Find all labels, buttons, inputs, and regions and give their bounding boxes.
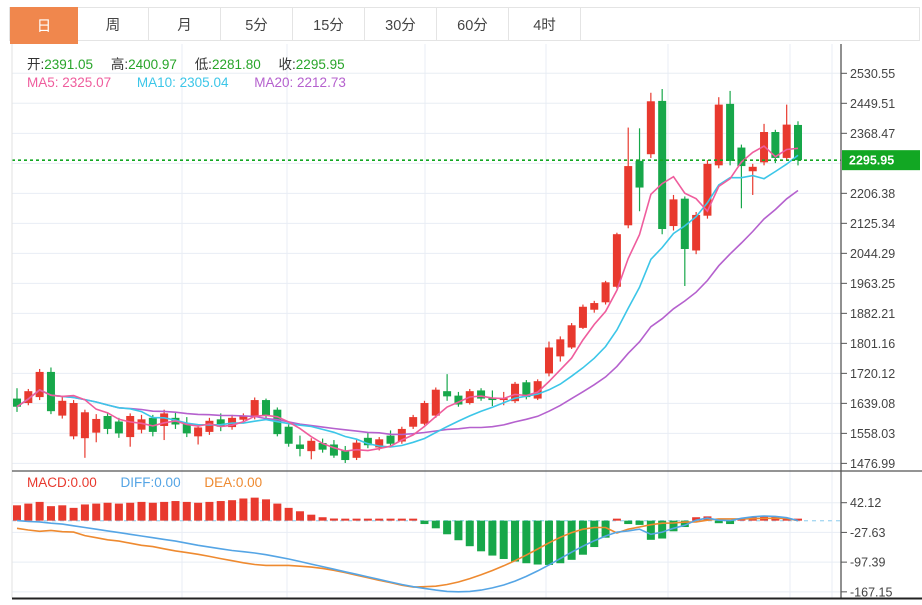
ohlc-high: 高:2400.97 <box>110 57 177 72</box>
svg-text:-97.39: -97.39 <box>850 556 885 570</box>
ohlc-low: 低:2281.80 <box>194 57 261 72</box>
tab-month-label: 月 <box>177 17 192 34</box>
tab-week[interactable]: 周 <box>78 8 149 40</box>
macd-header-row: MACD:0.00 DIFF:0.00 DEA:0.00 <box>27 475 282 490</box>
tab-15min[interactable]: 15分 <box>293 8 365 40</box>
tab-15min-label: 15分 <box>313 17 344 34</box>
ohlc-close: 收:2295.95 <box>278 57 345 72</box>
tab-day-label: 日 <box>36 19 52 35</box>
tab-60min-label: 60分 <box>457 17 488 34</box>
svg-text:1558.03: 1558.03 <box>850 427 895 441</box>
diff-value: DIFF:0.00 <box>120 475 181 490</box>
tab-30min[interactable]: 30分 <box>365 8 437 40</box>
svg-text:1720.12: 1720.12 <box>850 367 895 381</box>
svg-text:42.12: 42.12 <box>850 496 881 510</box>
svg-text:2368.47: 2368.47 <box>850 127 895 141</box>
svg-text:1801.16: 1801.16 <box>850 337 895 351</box>
ohlc-open: 开:2391.05 <box>27 57 94 72</box>
svg-text:1882.21: 1882.21 <box>850 307 895 321</box>
tab-5min[interactable]: 5分 <box>221 8 293 40</box>
svg-text:1963.25: 1963.25 <box>850 277 895 291</box>
svg-text:-167.15: -167.15 <box>850 585 892 599</box>
tab-4hour[interactable]: 4时 <box>509 8 581 40</box>
tab-60min[interactable]: 60分 <box>437 8 509 40</box>
tab-week-label: 周 <box>105 17 121 34</box>
ohlc-row: 开:2391.05 高:2400.97 低:2281.80 收:2295.95 <box>27 53 359 73</box>
svg-text:2295.95: 2295.95 <box>849 154 894 168</box>
tab-5min-label: 5分 <box>245 17 268 34</box>
ma10-value: MA10: 2305.04 <box>136 75 229 90</box>
svg-text:2206.38: 2206.38 <box>850 187 895 201</box>
period-tabbar: 日 周 月 5分 15分 30分 60分 4时 <box>9 7 920 44</box>
svg-text:2449.51: 2449.51 <box>850 97 895 111</box>
macd-value: MACD:0.00 <box>27 475 97 490</box>
tab-day[interactable]: 日 <box>10 7 78 44</box>
svg-text:2044.29: 2044.29 <box>850 247 895 261</box>
tab-month[interactable]: 月 <box>149 8 221 40</box>
ma-row: MA5: 2325.07 MA10: 2305.04 MA20: 2212.73 <box>27 75 368 90</box>
svg-text:-27.63: -27.63 <box>850 526 885 540</box>
dea-value: DEA:0.00 <box>204 475 263 490</box>
tab-4hour-label: 4时 <box>533 17 556 34</box>
ma5-value: MA5: 2325.07 <box>27 75 112 90</box>
svg-text:1476.99: 1476.99 <box>850 457 895 471</box>
ma20-value: MA20: 2212.73 <box>254 75 346 90</box>
svg-text:2530.55: 2530.55 <box>850 67 895 81</box>
svg-text:1639.08: 1639.08 <box>850 397 895 411</box>
tab-30min-label: 30分 <box>385 17 416 34</box>
svg-text:2125.34: 2125.34 <box>850 217 895 231</box>
